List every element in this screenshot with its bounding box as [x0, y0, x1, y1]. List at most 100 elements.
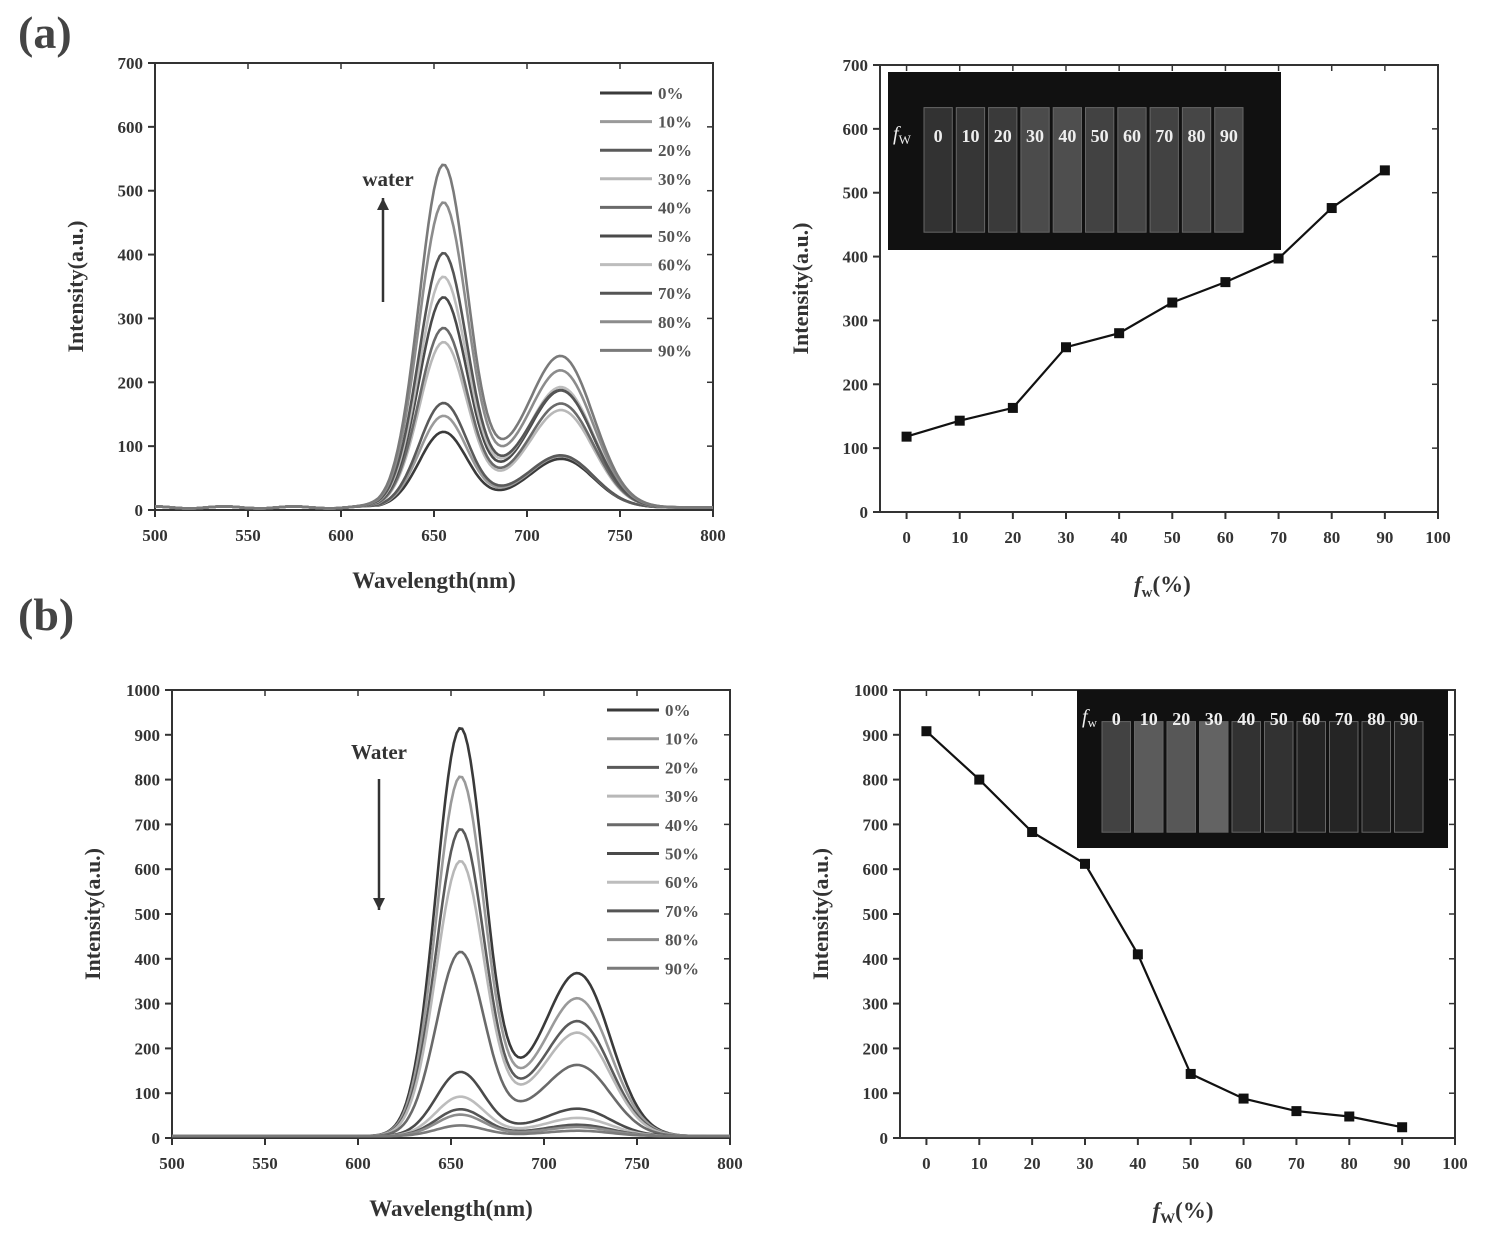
- x-tick-label: 500: [159, 1154, 185, 1173]
- inset-photo: 0102030405060708090fW: [888, 72, 1281, 250]
- vial-label: 70: [1335, 709, 1353, 729]
- data-point-90: [1397, 1122, 1407, 1132]
- vial-label: 0: [1112, 709, 1121, 729]
- x-tick-label: 80: [1323, 528, 1340, 547]
- y-tick-label: 700: [863, 815, 889, 834]
- legend-label: 80%: [665, 931, 699, 950]
- x-tick-label: 700: [531, 1154, 557, 1173]
- vial-label: 90: [1220, 126, 1238, 146]
- legend-label: 10%: [665, 730, 699, 749]
- x-tick-label: 20: [1004, 528, 1021, 547]
- legend-label: 0%: [658, 84, 684, 103]
- vial-label: 10: [1140, 709, 1158, 729]
- y-tick-label: 300: [118, 309, 144, 328]
- x-axis-label-sub: W: [1160, 1211, 1175, 1227]
- figure-canvas: 5005506006507007508000100200300400500600…: [0, 0, 1487, 1235]
- spectrum-line-10pct: [172, 777, 730, 1136]
- vial: [1330, 722, 1359, 833]
- y-tick-label: 300: [843, 311, 869, 330]
- y-tick-label: 100: [863, 1084, 889, 1103]
- legend-label: 90%: [665, 959, 699, 978]
- x-tick-label: 650: [438, 1154, 464, 1173]
- x-tick-label: 0: [922, 1154, 931, 1173]
- vial: [1297, 722, 1326, 833]
- y-tick-label: 600: [118, 118, 144, 137]
- data-point-90: [1380, 165, 1390, 175]
- vial-label: 50: [1091, 126, 1109, 146]
- x-tick-label: 30: [1077, 1154, 1094, 1173]
- vial-label: 0: [934, 126, 943, 146]
- vial-label: 50: [1270, 709, 1288, 729]
- legend-label: 30%: [658, 170, 692, 189]
- inset-background: [1077, 690, 1448, 848]
- vial: [1102, 722, 1131, 833]
- x-tick-label: 90: [1394, 1154, 1411, 1173]
- y-tick-label: 800: [863, 771, 889, 790]
- y-axis-label: Intensity(a.u.): [788, 222, 813, 354]
- legend-label: 70%: [658, 284, 692, 303]
- arrow-annotation: Water: [351, 740, 407, 764]
- x-tick-label: 70: [1270, 528, 1287, 547]
- x-axis-label: Wavelength(nm): [352, 568, 516, 593]
- vial-label: 70: [1155, 126, 1173, 146]
- x-tick-label: 10: [951, 528, 968, 547]
- legend-label: 20%: [658, 141, 692, 160]
- arrow-annotation: water: [362, 167, 413, 191]
- vial-label: 60: [1302, 709, 1320, 729]
- x-tick-label: 800: [717, 1154, 743, 1173]
- chart-b-spectra: 5005506006507007508000100200300400500600…: [80, 681, 743, 1221]
- x-tick-label: 70: [1288, 1154, 1305, 1173]
- data-point-40: [1114, 328, 1124, 338]
- x-axis-label-rest: (%): [1175, 1198, 1213, 1223]
- vial-label: 10: [961, 126, 979, 146]
- data-point-20: [1027, 827, 1037, 837]
- vial-label: 40: [1237, 709, 1255, 729]
- inset-fw-sub: w: [1088, 715, 1098, 730]
- data-point-60: [1239, 1094, 1249, 1104]
- legend-label: 40%: [665, 816, 699, 835]
- vial-label: 30: [1205, 709, 1223, 729]
- x-tick-label: 20: [1024, 1154, 1041, 1173]
- x-tick-label: 600: [328, 526, 354, 545]
- y-tick-label: 500: [863, 905, 889, 924]
- x-tick-label: 50: [1164, 528, 1181, 547]
- spectrum-line-50pct: [155, 297, 713, 508]
- vial-label: 80: [1367, 709, 1385, 729]
- y-axis-label: Intensity(a.u.): [808, 848, 833, 980]
- chart-b-intensity: 0102030405060708090100010020030040050060…: [808, 681, 1468, 1227]
- data-point-50: [1186, 1069, 1196, 1079]
- vial: [1265, 722, 1294, 833]
- x-tick-label: 80: [1341, 1154, 1358, 1173]
- y-tick-label: 700: [118, 54, 144, 73]
- spectrum-line-40pct: [172, 952, 730, 1136]
- x-tick-label: 60: [1235, 1154, 1252, 1173]
- y-tick-label: 400: [843, 248, 869, 267]
- data-point-80: [1327, 203, 1337, 213]
- trend-arrow-head: [377, 198, 389, 210]
- x-tick-label: 600: [345, 1154, 371, 1173]
- inset-photo: 0102030405060708090fw: [1077, 690, 1448, 848]
- y-tick-label: 500: [135, 905, 161, 924]
- vial-label: 60: [1123, 126, 1141, 146]
- data-point-10: [974, 775, 984, 785]
- y-tick-label: 400: [118, 246, 144, 265]
- chart-a-intensity: 0102030405060708090100010020030040050060…: [788, 56, 1451, 601]
- y-tick-label: 0: [152, 1129, 161, 1148]
- x-tick-label: 90: [1376, 528, 1393, 547]
- x-tick-label: 550: [252, 1154, 278, 1173]
- y-tick-label: 100: [118, 437, 144, 456]
- y-tick-label: 900: [863, 726, 889, 745]
- data-point-30: [1080, 859, 1090, 869]
- x-axis-label: fW(%): [1153, 1198, 1214, 1227]
- y-tick-label: 0: [860, 503, 869, 522]
- x-tick-label: 750: [624, 1154, 650, 1173]
- legend-label: 50%: [658, 227, 692, 246]
- vial-label: 40: [1058, 126, 1076, 146]
- y-tick-label: 200: [843, 375, 869, 394]
- y-tick-label: 100: [135, 1084, 161, 1103]
- y-tick-label: 900: [135, 726, 161, 745]
- spectrum-line-30pct: [172, 861, 730, 1136]
- data-point-50: [1167, 298, 1177, 308]
- data-point-70: [1291, 1106, 1301, 1116]
- x-tick-label: 550: [235, 526, 261, 545]
